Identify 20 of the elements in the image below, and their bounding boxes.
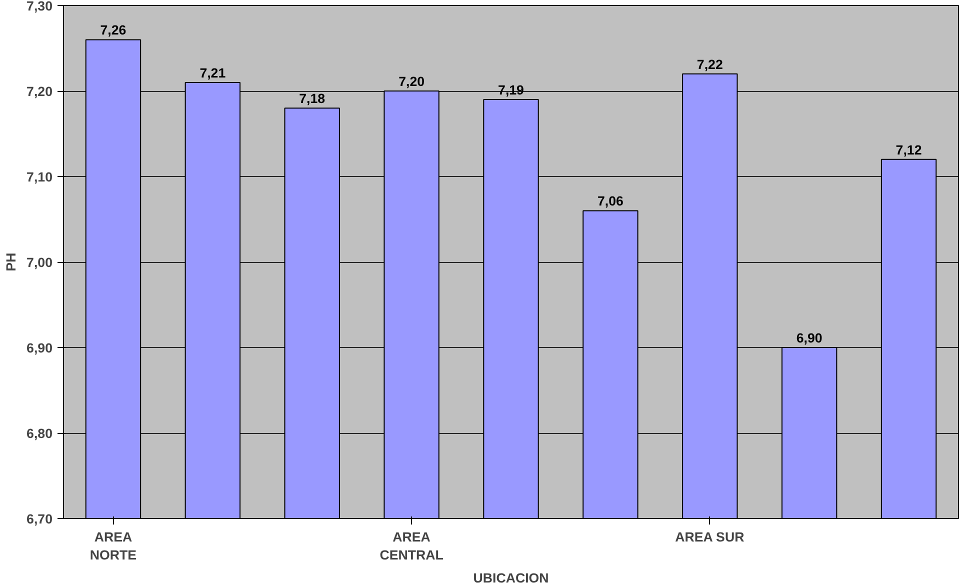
y-tick-label: 7,20	[26, 84, 53, 99]
data-label: 7,20	[398, 74, 425, 89]
data-label: 7,22	[696, 56, 723, 72]
data-label: 7,26	[100, 22, 126, 38]
y-tick-label: 7,00	[26, 255, 53, 270]
data-label: 7,18	[299, 91, 326, 106]
data-label: 7,21	[200, 65, 226, 80]
data-label: 7,12	[896, 142, 922, 158]
x-axis-title: UBICACION	[473, 570, 549, 586]
x-tick-label: AREA SUR	[675, 530, 745, 544]
y-axis-title: PH	[4, 252, 19, 272]
data-label: 6,90	[796, 330, 822, 346]
y-tick-label: 6,70	[26, 512, 53, 526]
y-tick-label: 6,90	[26, 340, 53, 356]
x-tick-label: AREA CENTRAL	[380, 530, 444, 562]
data-label: 7,06	[597, 194, 624, 209]
y-tick-label: 7,10	[26, 170, 53, 184]
x-tick-label: AREA NORTE	[90, 530, 137, 562]
y-tick-label: 6,80	[26, 426, 53, 441]
y-tick-label: 7,30	[26, 0, 53, 14]
